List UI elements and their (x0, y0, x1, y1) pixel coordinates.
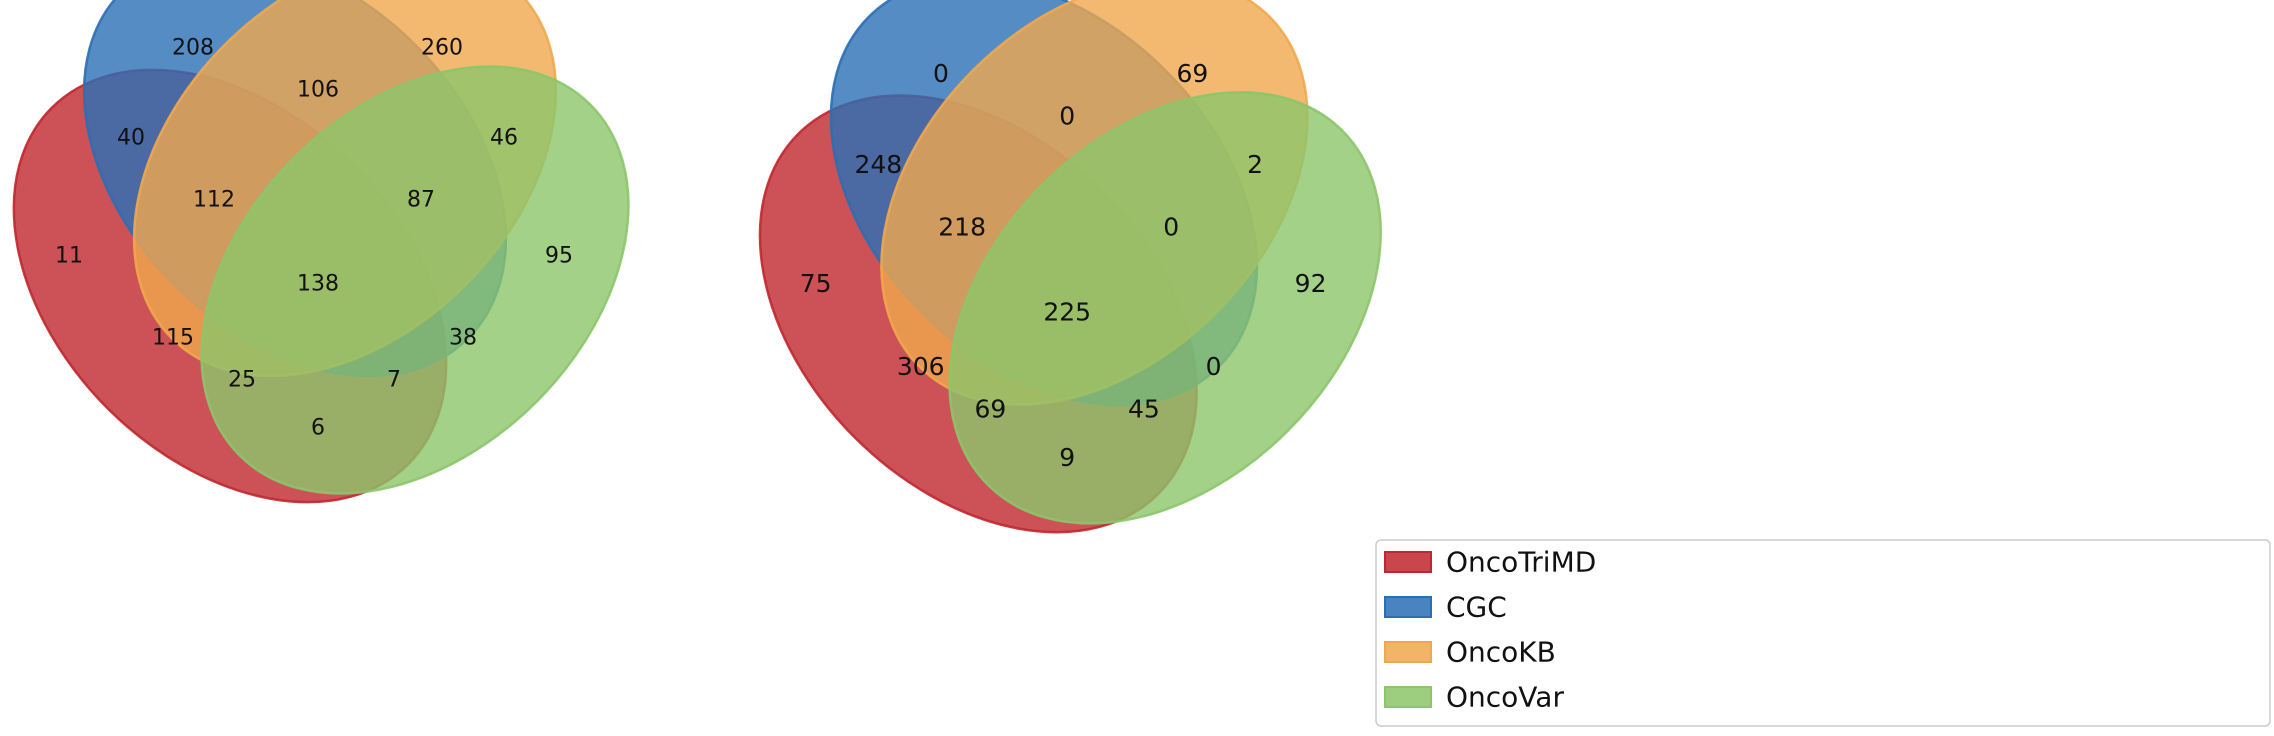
venn-region-label-oncokb-oncovar: 46 (490, 126, 518, 151)
venn-region-label-oncokb: 260 (421, 36, 463, 61)
legend-label-oncotrimd: OncoTriMD (1446, 546, 1596, 579)
venn-region-label-oncotrimd: 11 (55, 244, 83, 269)
legend: OncoTriMD CGC OncoKB OncoVar (1375, 539, 2271, 727)
venn-region-label-oncokb-oncovar: 2 (1247, 150, 1263, 179)
venn-region-label-oncotrimd-oncokb: 306 (897, 352, 945, 381)
venn-region-label-cgc-oncovar: 0 (1206, 352, 1222, 381)
venn-region-label-oncotrimd-cgc-oncokb: 112 (193, 188, 235, 213)
venn-diagram-right: 0 69 0 248 2 218 0 75 92 225 306 0 69 45 9 (758, 0, 1382, 534)
legend-swatch-oncotrimd (1384, 551, 1432, 573)
venn-diagram-left: 208 260 106 40 46 112 87 11 95 138 115 38 25 7 6 (12, 0, 630, 504)
venn-region-label-oncotrimd: 75 (800, 269, 832, 298)
legend-label-cgc: CGC (1446, 591, 1507, 624)
legend-swatch-cgc (1384, 596, 1432, 618)
venn-region-label-oncotrimd-cgc-oncovar: 7 (387, 368, 401, 393)
venn-region-label-oncotrimd-cgc: 40 (117, 126, 145, 151)
venn-region-label-oncovar: 92 (1295, 269, 1327, 298)
venn-region-label-oncotrimd-cgc-oncokb: 218 (938, 213, 986, 242)
legend-frame (1375, 539, 2271, 727)
venn-region-label-oncotrimd-oncokb-oncovar: 25 (228, 368, 256, 393)
venn-region-label-oncotrimd-oncokb: 115 (152, 326, 194, 351)
venn-region-label-oncokb: 69 (1177, 59, 1209, 88)
venn-region-label-cgc-oncovar: 38 (449, 326, 477, 351)
venn-set-oncovar-ellipse (200, 65, 630, 495)
legend-swatch-oncokb (1384, 641, 1432, 663)
venn-region-label-oncotrimd-oncovar: 6 (311, 416, 325, 441)
venn-set-oncovar-ellipse (948, 90, 1382, 525)
venn-region-label-cgc-oncokb: 106 (297, 78, 339, 103)
venn-region-label-oncotrimd-cgc-oncovar: 45 (1128, 394, 1160, 423)
venn-region-label-oncotrimd-oncovar: 9 (1059, 443, 1075, 472)
venn-region-label-oncotrimd-cgc: 248 (854, 150, 902, 179)
venn-region-label-cgc-oncokb: 0 (1059, 101, 1075, 130)
venn-region-label-oncotrimd-oncokb-oncovar: 69 (975, 394, 1007, 423)
legend-label-oncovar: OncoVar (1446, 681, 1564, 714)
legend-label-oncokb: OncoKB (1446, 636, 1556, 669)
venn-region-label-cgc-oncokb-oncovar: 87 (407, 188, 435, 213)
venn-region-label-oncotrimd-cgc-oncokb-oncovar: 225 (1043, 297, 1091, 326)
venn-region-label-oncovar: 95 (545, 244, 573, 269)
legend-swatch-oncovar (1384, 686, 1432, 708)
venn-region-label-cgc-oncokb-oncovar: 0 (1163, 213, 1179, 242)
venn-region-label-cgc: 208 (172, 36, 214, 61)
venn-region-label-cgc: 0 (933, 59, 949, 88)
venn-region-label-oncotrimd-cgc-oncokb-oncovar: 138 (297, 272, 339, 297)
